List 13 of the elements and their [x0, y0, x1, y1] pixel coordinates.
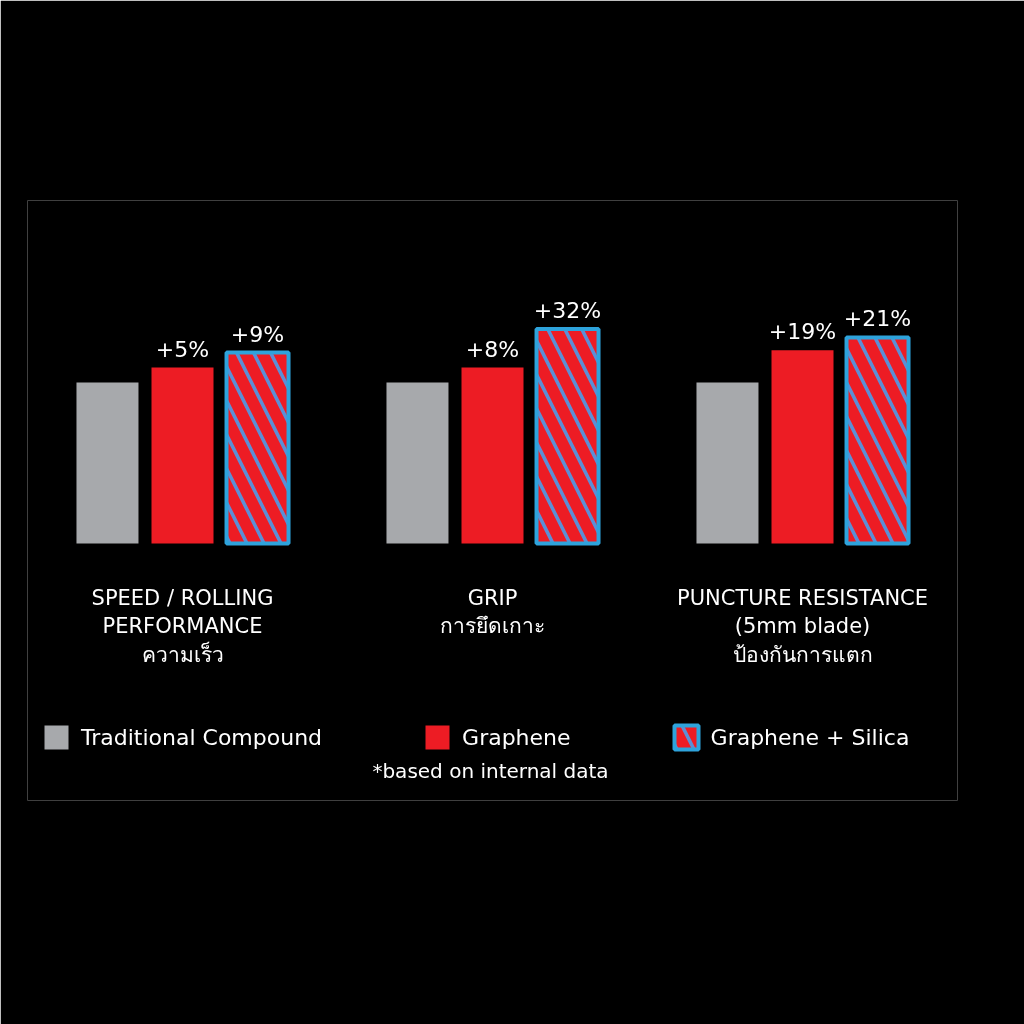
- annotation: +9%: [230, 321, 285, 347]
- annotation: +21%: [843, 306, 912, 332]
- annotation: +5%: [155, 336, 210, 362]
- text: *based on internal data: [372, 758, 609, 783]
- legend-label: Traditional Compound: [81, 724, 323, 750]
- x-tick-label: GRIP การยึดเกาะ: [440, 585, 545, 639]
- annotation: +8%: [465, 336, 520, 362]
- annotation: +32%: [533, 297, 602, 323]
- x-tick-label: SPEED / ROLLING PERFORMANCE ความเร็ว: [91, 585, 274, 668]
- legend-label: Graphene + Silica: [710, 724, 910, 750]
- annotation: +19%: [768, 319, 837, 345]
- x-tick-label: PUNCTURE RESISTANCE (5mm blade) ป้องกันการแตก: [676, 585, 929, 668]
- legend-label: Graphene: [462, 724, 571, 750]
